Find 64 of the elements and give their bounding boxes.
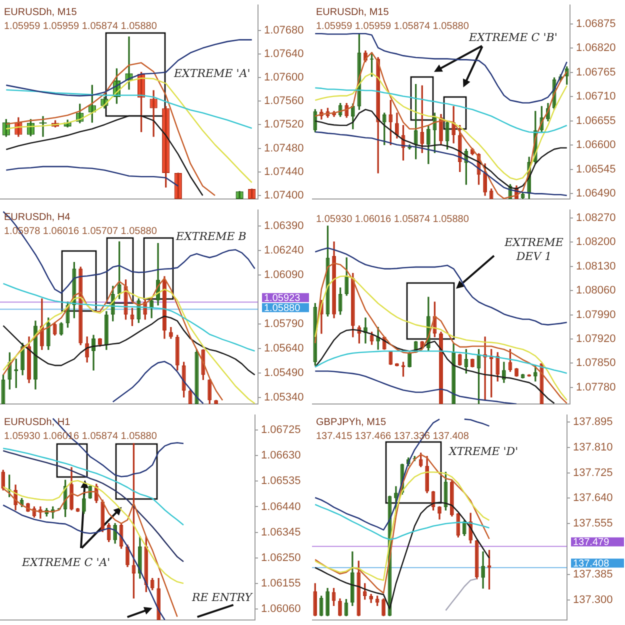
y-tick-label: 1.07560 [264,95,304,108]
y-tick-label: 1.07600 [264,72,304,84]
chart-title: EURUSDh, M15 [316,6,390,18]
y-tick-label: 1.06725 [261,424,301,436]
y-tick-label: 137.300 [573,594,613,606]
y-tick-label: 137.640 [573,492,613,504]
chart-subtitle: 1.05930 1.06016 1.05874 1.05880 [316,214,470,225]
y-tick-label: 1.05490 [264,366,304,379]
y-tick-label: 1.06875 [576,18,616,30]
annotation: XTREME 'D' [448,444,518,458]
chart-title: EURUSDh, H1 [4,416,71,428]
ref-line-label: 1.05880 [264,302,301,314]
y-tick-label: 1.08200 [576,236,616,248]
y-tick-label: 1.07780 [576,381,616,394]
y-tick-label: 1.06710 [576,90,616,103]
y-tick-label: 1.05340 [264,391,304,404]
y-tick-label: 1.06820 [576,42,616,54]
y-tick-label: 1.08060 [576,284,616,297]
y-tick-label: 1.06390 [264,220,304,232]
y-tick-label: 1.06060 [261,603,301,615]
y-tick-label: 1.06440 [261,500,301,513]
y-tick-label: 1.08270 [576,212,616,224]
y-tick-label: 137.555 [573,518,613,530]
y-tick-label: 1.06545 [576,163,616,176]
y-tick-label: 1.06630 [261,450,301,462]
y-tick-label: 137.810 [573,441,613,454]
y-tick-label: 1.07480 [264,142,304,154]
annotation: RE ENTRY [191,590,254,604]
y-tick-label: 137.725 [573,466,613,479]
y-tick-label: 1.06090 [264,268,304,281]
y-tick-label: 1.06655 [576,114,616,127]
y-tick-label: 1.07680 [264,24,304,36]
ref-line-label: 1.05923 [264,292,301,304]
y-tick-label: 1.06240 [264,244,304,256]
text: 1.05959 1.05959 1.05874 1.05880 [4,20,158,32]
y-tick-label: 137.895 [573,416,613,428]
y-tick-label: 1.07400 [264,189,304,202]
y-tick-label: 1.06600 [576,139,616,152]
y-tick-label: 1.06155 [261,577,301,590]
annotation: EXTREME DEV 1 [504,236,564,263]
y-tick-label: 1.07440 [264,166,304,178]
ref-line-label: 137.479 [573,537,610,548]
y-tick-label: 1.05790 [264,318,304,330]
y-tick-label: 1.07920 [576,333,616,346]
y-tick-label: 1.05640 [264,342,304,354]
y-tick-label: 1.06765 [576,66,616,78]
annotation: EXTREME B [175,230,246,243]
y-tick-label: 1.07640 [264,48,304,60]
y-tick-label: 1.06345 [261,526,301,538]
y-tick-label: 1.06250 [261,552,301,564]
y-tick-label: 137.385 [573,568,613,581]
annotation: EXTREME 'A' [173,66,250,80]
y-tick-label: 1.06535 [261,475,301,488]
annotation: EXTREME C 'B' [468,30,558,44]
annotation: EXTREME C 'A' [21,556,110,569]
text: 1.05959 1.05959 1.05874 1.05880 [316,20,470,32]
ref-line-label: 137.408 [573,558,610,570]
y-tick-label: 1.07850 [576,357,616,370]
y-tick-label: 1.07990 [576,308,616,321]
y-tick-label: 1.07520 [264,118,304,131]
y-tick-label: 1.08130 [576,260,616,272]
chart-title: EURUSDh, M15 [4,6,78,18]
chart-title: GBPJPYh, M15 [316,416,386,428]
y-tick-label: 1.06490 [576,188,616,200]
